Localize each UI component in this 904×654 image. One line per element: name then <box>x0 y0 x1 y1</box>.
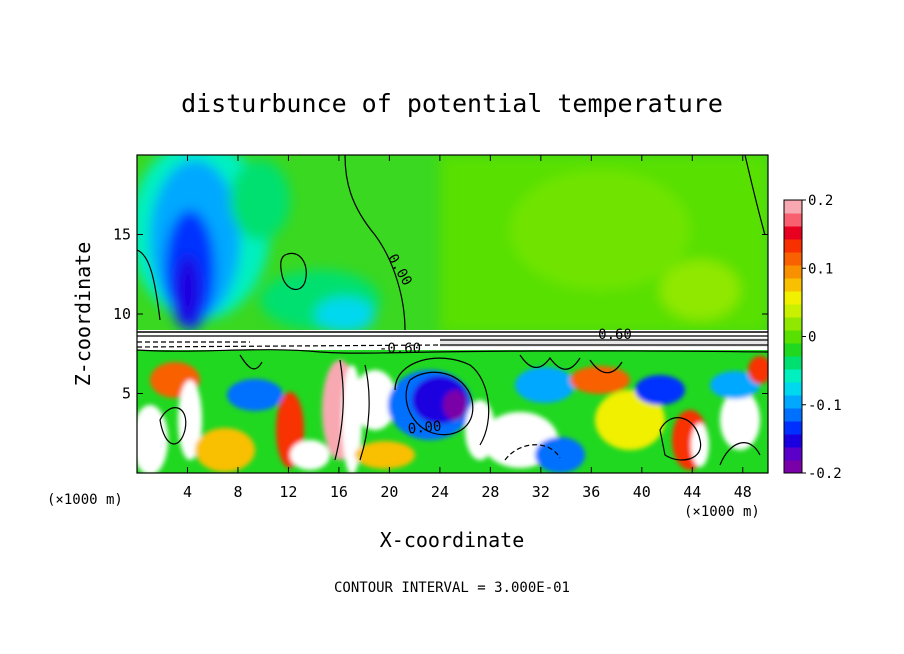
colorbar-tick-label: -0.2 <box>808 466 842 482</box>
x-tick-label: 36 <box>582 483 600 501</box>
x-tick-label: 20 <box>380 483 398 501</box>
contour-labels: 0.00 0.60 -0.60 0.00 <box>379 251 632 437</box>
colorbar-swatch <box>784 239 802 253</box>
x-tick-label: 44 <box>683 483 701 501</box>
contour-lines <box>137 155 768 466</box>
x-tick-label: 16 <box>330 483 348 501</box>
x-tick-label: 4 <box>183 483 192 501</box>
colorbar-swatch <box>784 447 802 461</box>
colorbar-swatch <box>784 369 802 383</box>
chart-title: disturbunce of potential temperature <box>181 89 723 118</box>
colorbar-swatch <box>784 356 802 370</box>
colorbar-swatch <box>784 460 802 474</box>
contour-label: -0.60 <box>379 341 421 357</box>
colorbar-tick-label: 0.1 <box>808 261 833 277</box>
y-tick-label: 10 <box>113 305 131 323</box>
colorbar-swatch <box>784 382 802 396</box>
colorbar-swatch <box>784 317 802 331</box>
colorbar-swatch <box>784 226 802 240</box>
contour-label: 0.60 <box>598 327 632 343</box>
colorbar-tick-label: 0 <box>808 330 816 346</box>
y-tick-label: 5 <box>122 385 131 403</box>
colorbar-swatch <box>784 291 802 305</box>
colorbar-swatch <box>784 421 802 435</box>
x-tick-label: 8 <box>233 483 242 501</box>
x-tick-label: 32 <box>532 483 550 501</box>
contour-label: 0.00 <box>407 419 442 438</box>
colorbar-swatch <box>784 304 802 318</box>
x-tick-label: 28 <box>481 483 499 501</box>
y-axis-label: Z-coordinate <box>71 242 95 387</box>
lower-field <box>137 350 768 473</box>
colorbar-swatch <box>784 265 802 279</box>
x-tick-label: 40 <box>633 483 651 501</box>
x-tick-label: 12 <box>279 483 297 501</box>
colorbar-tick-label: 0.2 <box>808 193 833 209</box>
x-tick-label: 48 <box>734 483 752 501</box>
x-axis: 4 8 12 16 20 24 28 32 36 40 44 48 <box>183 155 752 501</box>
colorbar-swatch <box>784 213 802 227</box>
upper-field <box>137 155 768 333</box>
colorbar-swatch <box>784 278 802 292</box>
x-unit-right: (×1000 m) <box>684 504 760 520</box>
colorbar <box>783 199 803 474</box>
colorbar-swatch <box>784 330 802 344</box>
x-axis-label: X-coordinate <box>380 528 525 552</box>
x-unit-left: (×1000 m) <box>47 492 123 508</box>
colorbar-swatch <box>784 343 802 357</box>
colorbar-swatch <box>784 395 802 409</box>
colorbar-swatch <box>784 408 802 422</box>
colorbar-tick-label: -0.1 <box>808 398 842 414</box>
colorbar-swatch <box>784 434 802 448</box>
y-axis: 5 10 15 <box>113 226 768 403</box>
plot-area: 0.00 0.60 -0.60 0.00 <box>137 155 768 473</box>
colorbar-swatch <box>784 200 802 214</box>
colorbar-ticks: 0.2 0.1 0 -0.1 -0.2 <box>802 193 842 482</box>
colorbar-swatch <box>784 252 802 266</box>
y-tick-label: 15 <box>113 226 131 244</box>
contour-interval-note: CONTOUR INTERVAL = 3.000E-01 <box>334 580 570 596</box>
x-tick-label: 24 <box>431 483 449 501</box>
